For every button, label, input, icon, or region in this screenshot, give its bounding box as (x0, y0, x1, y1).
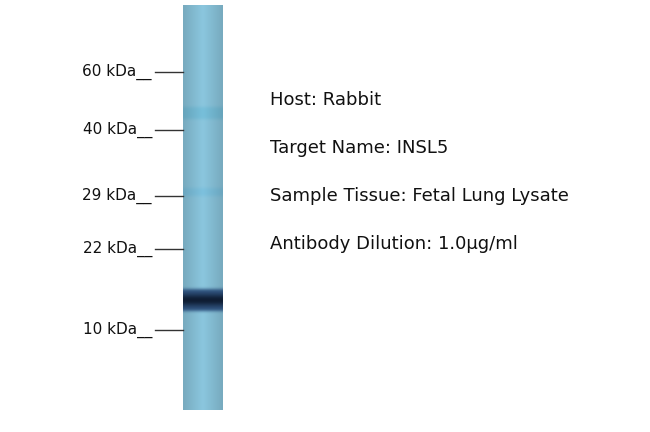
Text: Antibody Dilution: 1.0µg/ml: Antibody Dilution: 1.0µg/ml (270, 235, 518, 253)
Text: 40 kDa__: 40 kDa__ (83, 122, 152, 138)
Text: Target Name: INSL5: Target Name: INSL5 (270, 139, 448, 157)
Text: Sample Tissue: Fetal Lung Lysate: Sample Tissue: Fetal Lung Lysate (270, 187, 569, 205)
Text: 10 kDa__: 10 kDa__ (83, 322, 152, 338)
Text: 29 kDa__: 29 kDa__ (83, 188, 152, 204)
Text: 22 kDa__: 22 kDa__ (83, 241, 152, 257)
Text: 60 kDa__: 60 kDa__ (83, 64, 152, 80)
Text: Host: Rabbit: Host: Rabbit (270, 91, 381, 109)
